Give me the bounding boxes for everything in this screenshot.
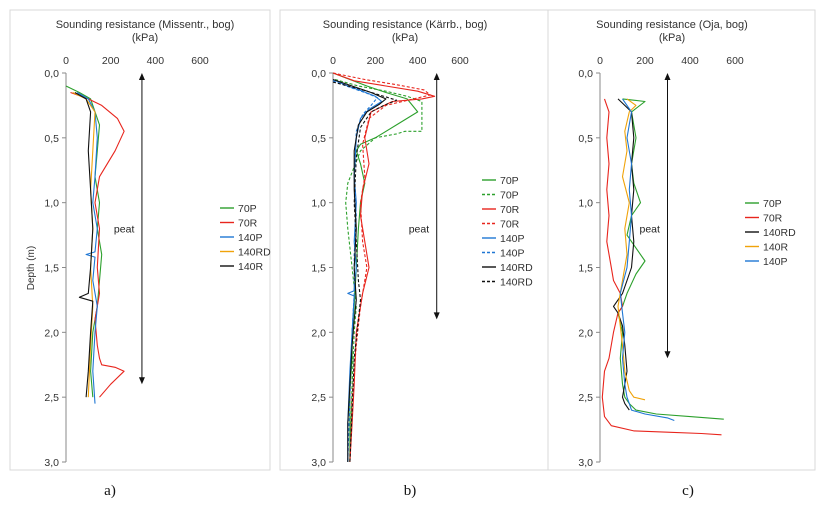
peat-annotation: peat	[640, 224, 661, 236]
legend-entry: 70R	[238, 218, 258, 230]
y-tick-label: 2,0	[44, 327, 59, 339]
series-line-140rd-dashed	[332, 81, 398, 463]
x-tick-label: 200	[636, 55, 654, 67]
legend-entry: 70R	[500, 204, 520, 216]
x-tick-label: 200	[367, 55, 385, 67]
chart-title: Sounding resistance (Kärrb., bog)	[323, 19, 487, 31]
chart-title: Sounding resistance (Oja, bog)	[596, 19, 748, 31]
legend-entry: 140P	[500, 248, 525, 260]
y-tick-label: 2,5	[44, 392, 59, 404]
legend-entry: 140RD	[763, 227, 796, 239]
y-tick-label: 1,5	[311, 263, 326, 275]
y-tick-label: 0,5	[578, 133, 593, 145]
peat-arrow-head-bottom	[138, 377, 145, 385]
y-tick-label: 3,0	[44, 457, 59, 469]
peat-annotation: peat	[409, 224, 430, 236]
x-tick-label: 400	[409, 55, 427, 67]
peat-arrow-head-bottom	[664, 351, 671, 359]
x-tick-label: 600	[451, 55, 469, 67]
series-line-70r	[70, 91, 125, 398]
series-line-70p-dashed	[334, 78, 423, 463]
peat-arrow-head-bottom	[433, 312, 440, 320]
series-line-140rd	[332, 78, 387, 462]
y-tick-label: 1,0	[311, 198, 326, 210]
series-line-140p	[619, 98, 675, 422]
y-tick-label: 0,5	[44, 133, 59, 145]
panel-label: c)	[682, 483, 694, 499]
y-tick-label: 0,5	[311, 133, 326, 145]
y-tick-label: 0,0	[44, 68, 59, 80]
legend-entry: 70P	[500, 190, 519, 202]
x-axis-unit: (kPa)	[392, 32, 418, 44]
chart-panel-b: Sounding resistance (Kärrb., bog)(kPa) 0 2…	[279, 9, 549, 499]
y-tick-label: 2,0	[311, 327, 326, 339]
legend-entry: 140R	[763, 242, 789, 254]
series-line-140p	[76, 92, 98, 404]
legend-entry: 140RD	[238, 247, 271, 259]
panel-label: a)	[104, 483, 116, 499]
y-tick-label: 2,5	[311, 392, 326, 404]
peat-arrow-head-top	[138, 73, 145, 80]
y-axis-label: Depth (m)	[26, 246, 37, 290]
x-tick-label: 600	[726, 55, 744, 67]
legend-entry: 70R	[500, 219, 520, 231]
series-line-140r	[617, 98, 646, 401]
series-line-70r	[332, 72, 436, 463]
y-tick-label: 1,5	[578, 263, 593, 275]
x-tick-label: 400	[681, 55, 699, 67]
series-line-140r	[74, 92, 94, 398]
peat-annotation: peat	[114, 224, 135, 236]
y-tick-label: 0,0	[578, 68, 593, 80]
legend-entry: 140P	[500, 233, 525, 245]
y-tick-label: 1,0	[578, 198, 593, 210]
x-tick-label: 600	[191, 55, 209, 67]
chart-panel-c: Sounding resistance (Oja, bog)(kPa) 0 200 4…	[547, 9, 816, 499]
series-line-70r	[601, 98, 722, 436]
legend-entry: 140RD	[500, 262, 533, 274]
legend-entry: 140P	[238, 232, 263, 244]
legend-entry: 70R	[763, 213, 783, 225]
legend-entry: 140RD	[500, 277, 533, 289]
legend-entry: 70P	[238, 203, 257, 215]
chart-title: Sounding resistance (Missentr., bog)	[56, 19, 235, 31]
series-line-70r-dashed	[332, 72, 431, 463]
x-tick-label: 200	[102, 55, 120, 67]
panel-frame	[9, 9, 271, 471]
x-tick-label: 0	[330, 55, 336, 67]
panel-frame	[547, 9, 816, 471]
panel-label: b)	[404, 483, 417, 499]
y-tick-label: 0,0	[311, 68, 326, 80]
x-tick-label: 0	[597, 55, 603, 67]
y-tick-label: 1,5	[44, 263, 59, 275]
y-tick-label: 3,0	[578, 457, 593, 469]
y-tick-label: 2,5	[578, 392, 593, 404]
x-tick-label: 0	[63, 55, 69, 67]
x-axis-unit: (kPa)	[132, 32, 158, 44]
peat-arrow-head-top	[433, 73, 440, 80]
chart-panel-a: Sounding resistance (Missentr., bog)(kPa…	[9, 9, 271, 499]
panel-frame	[279, 9, 549, 471]
x-tick-label: 400	[147, 55, 165, 67]
legend-entry: 140R	[238, 261, 264, 273]
peat-arrow-head-top	[664, 73, 671, 80]
series-line-140p-dashed	[332, 80, 378, 463]
y-tick-label: 1,0	[44, 198, 59, 210]
x-axis-unit: (kPa)	[659, 32, 685, 44]
y-tick-label: 2,0	[578, 327, 593, 339]
legend-entry: 70P	[500, 175, 519, 187]
series-line-70p	[65, 85, 103, 398]
legend-entry: 70P	[763, 198, 782, 210]
legend-entry: 140P	[763, 256, 788, 268]
y-tick-label: 3,0	[311, 457, 326, 469]
